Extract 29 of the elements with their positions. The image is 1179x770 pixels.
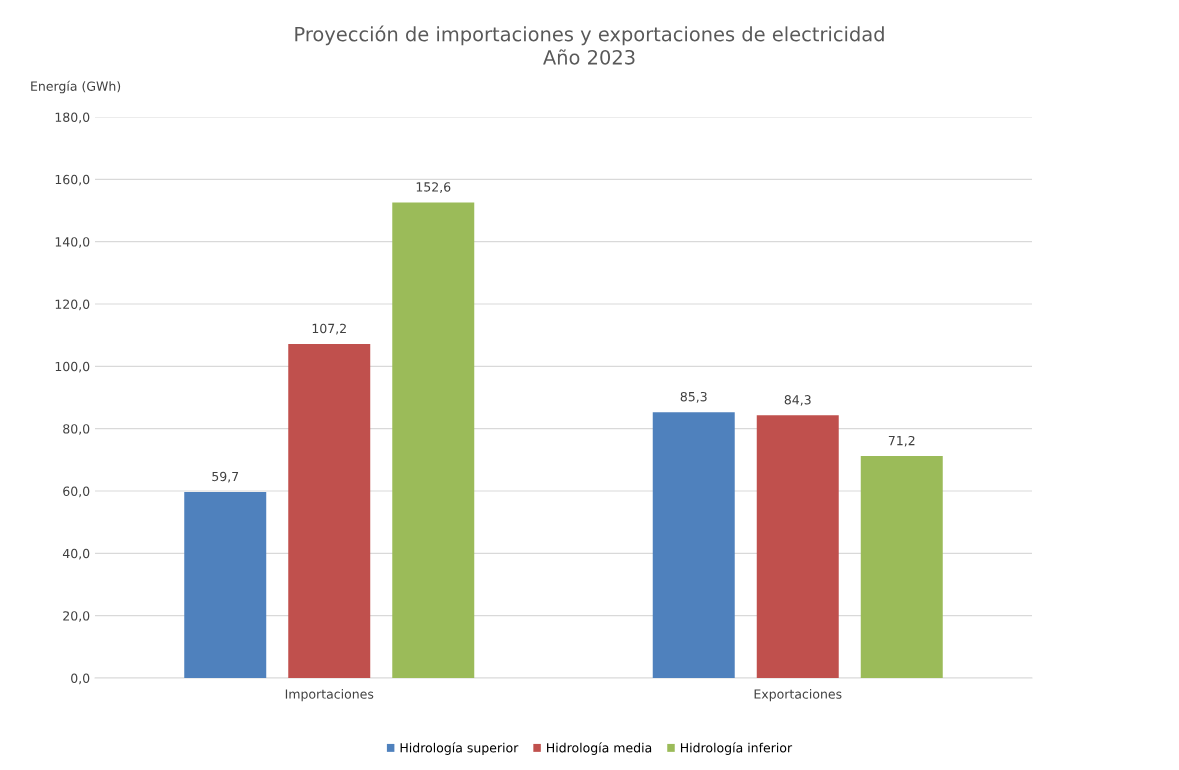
bar (392, 202, 475, 678)
y-tick-label: 80,0 (63, 424, 90, 435)
data-label: 71,2 (888, 435, 915, 447)
y-tick-label: 180,0 (55, 112, 90, 124)
y-tick-label: 140,0 (55, 237, 90, 248)
legend-label: Hidrología superior (400, 742, 519, 755)
bar (288, 343, 371, 678)
legend-label: Hidrología media (547, 742, 652, 755)
y-tick-label: 100,0 (55, 361, 90, 373)
data-label: 59,7 (212, 471, 239, 483)
bar (860, 456, 943, 678)
x-tick-label: Exportaciones (754, 689, 842, 702)
x-tick-label: Importaciones (285, 689, 374, 702)
bar (756, 415, 839, 678)
y-tick-label: 40,0 (62, 548, 90, 560)
data-label: 85,3 (680, 391, 707, 403)
data-label: 152,6 (416, 182, 451, 193)
bar (652, 412, 735, 678)
data-label: 84,3 (784, 395, 811, 406)
chart-title: Proyección de importaciones y exportaciones de electricidad Año 2023 (295, 25, 884, 65)
legend-label: Hidrología inferior (680, 742, 793, 755)
data-label: 107,2 (312, 323, 346, 335)
y-tick-label: 60,0 (63, 486, 90, 498)
y-axis-title: Energía (GWh) (31, 80, 121, 94)
y-tick-label: 120,0 (55, 299, 90, 311)
y-tick-label: 0,0 (71, 673, 90, 685)
bar (184, 491, 267, 678)
y-tick-label: 20,0 (63, 611, 90, 622)
y-tick-label: 160,0 (55, 174, 90, 186)
